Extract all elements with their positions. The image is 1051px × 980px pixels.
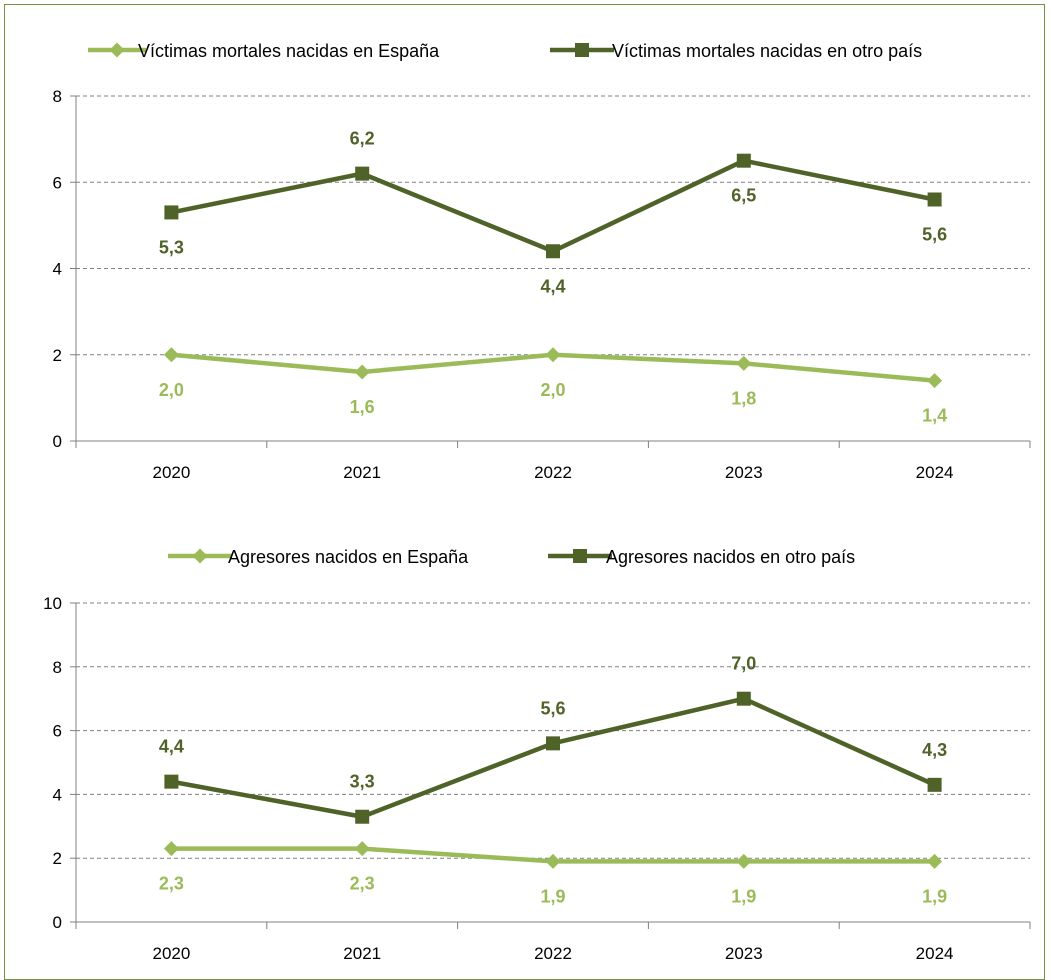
data-label: 5,3	[159, 237, 184, 257]
y-tick-label: 8	[53, 87, 62, 106]
x-tick-label: 2024	[916, 463, 954, 482]
data-label: 6,5	[731, 186, 756, 206]
data-point	[546, 244, 560, 259]
data-point	[927, 777, 942, 792]
y-tick-label: 6	[53, 722, 62, 741]
legend-entry-1: Agresores nacidos en España	[168, 547, 469, 567]
series-2: 5,3 6,2 4,4 6,5 5,6	[159, 129, 947, 297]
data-label: 7,0	[731, 654, 756, 674]
data-label: 4,4	[159, 737, 184, 757]
legend-marker	[109, 42, 125, 58]
data-label: 6,2	[350, 129, 375, 149]
data-point	[927, 373, 943, 389]
data-label: 2,3	[159, 874, 184, 894]
y-tick-label: 4	[53, 785, 62, 804]
y-tick-label: 0	[53, 432, 62, 451]
data-point	[736, 153, 751, 168]
chart-2: 0 2 4 6 8 10 2020 2021 2022 2023 2024 2,3 2,3 1,9 1,9 1…	[43, 547, 1031, 963]
y-tick-label: 0	[53, 913, 62, 932]
data-label: 5,6	[540, 698, 565, 718]
y-tick-label: 8	[53, 658, 62, 677]
data-point	[163, 841, 179, 857]
data-point	[736, 355, 752, 371]
data-label: 4,4	[540, 276, 565, 296]
data-point	[927, 853, 943, 869]
data-point	[927, 192, 942, 207]
data-point	[736, 691, 751, 706]
y-tick-label: 2	[53, 346, 62, 365]
data-point	[354, 841, 370, 857]
data-point	[545, 347, 561, 363]
chart-1: 0 2 4 6 8 2020 2021 2022 2023 2024 2,0 1,6 2,0 1,8 1,4…	[53, 41, 1031, 482]
legend-entry-1: Víctimas mortales nacidas en España	[88, 41, 440, 61]
data-point	[545, 853, 561, 869]
data-label: 1,8	[731, 388, 756, 408]
data-point	[163, 347, 179, 363]
x-tick-label: 2022	[534, 944, 572, 963]
data-point	[546, 736, 560, 751]
legend-marker	[573, 549, 587, 563]
data-label: 2,3	[350, 874, 375, 894]
x-tick-label: 2022	[534, 463, 572, 482]
x-tick-label: 2023	[725, 463, 763, 482]
legend-marker	[192, 548, 208, 564]
x-tick-label: 2024	[916, 944, 954, 963]
legend-marker	[575, 43, 589, 57]
legend-entry-2: Agresores nacidos en otro país	[548, 547, 855, 567]
x-tick-label: 2021	[343, 944, 381, 963]
data-label: 1,6	[350, 397, 375, 417]
x-tick-label: 2021	[343, 463, 381, 482]
chart-frame	[4, 4, 1045, 980]
legend-label: Agresores nacidos en España	[228, 547, 469, 567]
series-2: 4,4 3,3 5,6 7,0 4,3	[159, 654, 947, 824]
y-tick-label: 2	[53, 849, 62, 868]
data-point	[354, 364, 370, 380]
legend-label: Víctimas mortales nacidas en otro país	[612, 41, 922, 61]
series-line	[170, 158, 936, 254]
series-1: 2,3 2,3 1,9 1,9 1,9	[159, 841, 947, 906]
x-tick-label: 2020	[152, 463, 190, 482]
data-label: 2,0	[540, 380, 565, 400]
data-point	[355, 166, 370, 181]
data-label: 5,6	[922, 225, 947, 245]
data-label: 1,9	[540, 886, 565, 906]
data-label: 3,3	[350, 772, 375, 792]
data-label: 1,4	[922, 406, 947, 426]
legend-label: Víctimas mortales nacidas en España	[138, 41, 440, 61]
data-label: 4,3	[922, 740, 947, 760]
data-label: 1,9	[731, 886, 756, 906]
data-point	[736, 853, 752, 869]
legend-label: Agresores nacidos en otro país	[606, 547, 855, 567]
y-tick-label: 4	[53, 260, 62, 279]
data-label: 2,0	[159, 380, 184, 400]
data-label: 1,9	[922, 886, 947, 906]
data-point	[164, 205, 179, 220]
legend-entry-2: Víctimas mortales nacidas en otro país	[550, 41, 922, 61]
x-tick-label: 2023	[725, 944, 763, 963]
series-1: 2,0 1,6 2,0 1,8 1,4	[159, 347, 947, 426]
x-tick-label: 2020	[152, 944, 190, 963]
data-point	[164, 774, 179, 789]
y-tick-label: 10	[43, 594, 62, 613]
y-tick-label: 6	[53, 173, 62, 192]
data-point	[355, 809, 370, 824]
